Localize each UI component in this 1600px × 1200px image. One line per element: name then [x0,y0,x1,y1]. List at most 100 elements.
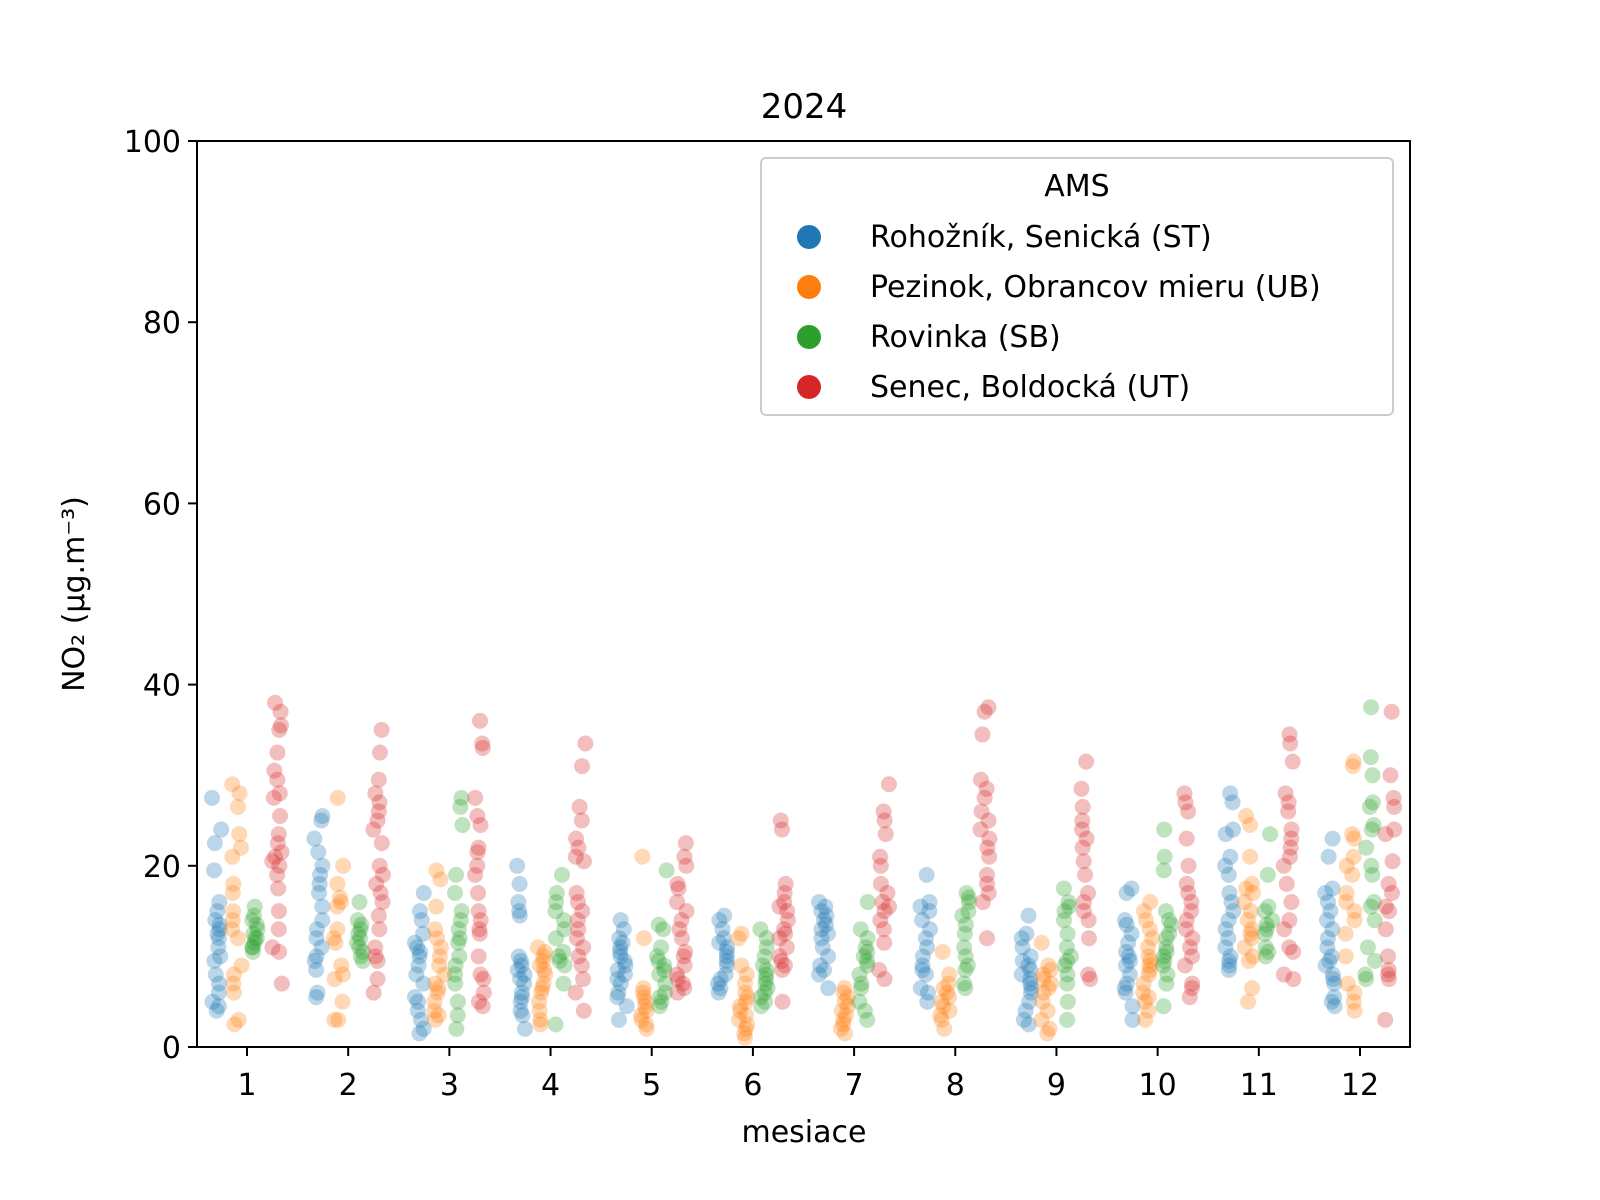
data-point [1386,821,1403,838]
data-point [817,898,834,915]
data-point [851,993,868,1010]
data-point [1358,839,1375,856]
data-point [1338,894,1355,911]
data-point [206,952,223,969]
data-point [311,875,328,892]
data-point [978,866,995,883]
data-point [1120,934,1137,951]
data-point [677,835,694,852]
data-point [758,930,775,947]
data-point [1159,966,1176,983]
data-point [413,1011,430,1028]
x-tick-label: 6 [743,1068,762,1103]
data-point [1385,789,1402,806]
data-point [244,943,261,960]
data-point [470,948,487,965]
data-point [204,993,221,1010]
data-point [820,948,837,965]
data-point [210,998,227,1015]
data-point [914,961,931,978]
data-point [1259,866,1276,883]
data-point [1176,785,1193,802]
data-point [715,930,732,947]
data-point [678,857,695,874]
data-point [633,1011,650,1028]
data-point [637,998,654,1015]
data-point [836,1025,853,1042]
data-point [408,966,425,983]
data-point [1177,794,1194,811]
data-point [224,776,241,793]
data-point [371,857,388,874]
data-point [714,921,731,938]
data-point [329,789,346,806]
data-point [272,703,289,720]
data-point [536,943,553,960]
data-point [474,998,491,1015]
data-point [1123,925,1140,942]
data-point [1222,948,1239,965]
data-point [532,1016,549,1033]
data-point [1158,930,1175,947]
data-point [415,1020,432,1037]
data-point [467,866,484,883]
data-point [232,839,249,856]
data-point [516,975,533,992]
data-point [308,989,325,1006]
data-point [269,771,286,788]
data-point [813,930,830,947]
data-point [651,966,668,983]
data-point [1121,952,1138,969]
data-point [314,912,331,929]
data-point [1362,749,1379,766]
data-point [265,789,282,806]
data-point [638,1020,655,1037]
data-point [1017,1002,1034,1019]
data-point [568,884,585,901]
data-point [1319,912,1336,929]
data-point [1344,758,1361,775]
data-point [711,912,728,929]
data-point [428,862,445,879]
data-point [736,1025,753,1042]
data-point [547,1016,564,1033]
data-point [211,894,228,911]
data-point [432,871,449,888]
data-point [415,925,432,942]
data-point [1155,862,1172,879]
data-point [1056,957,1073,974]
data-point [574,758,591,775]
data-point [1135,903,1152,920]
data-point [774,961,791,978]
data-point [1380,966,1397,983]
data-point [1258,921,1275,938]
x-tick-label: 9 [1047,1068,1066,1103]
data-point [267,848,284,865]
data-point [1136,993,1153,1010]
data-point [1163,916,1180,933]
data-point [1080,930,1097,947]
data-point [609,961,626,978]
data-point [1117,957,1134,974]
data-point [1319,894,1336,911]
data-point [535,975,552,992]
data-point [669,971,686,988]
data-point [1245,948,1262,965]
data-point [470,839,487,856]
data-point [1116,980,1133,997]
data-point [1365,817,1382,834]
data-point [1236,894,1253,911]
data-point [718,943,735,960]
x-tick-label: 5 [642,1068,661,1103]
data-point [1058,939,1075,956]
data-point [1324,830,1341,847]
data-point [1156,952,1173,969]
data-point [575,853,592,870]
data-point [472,912,489,929]
legend-marker [797,225,821,249]
data-point [856,1002,873,1019]
data-point [1020,957,1037,974]
data-point [1242,848,1259,865]
plot-frame [196,140,1411,1048]
data-point [370,907,387,924]
